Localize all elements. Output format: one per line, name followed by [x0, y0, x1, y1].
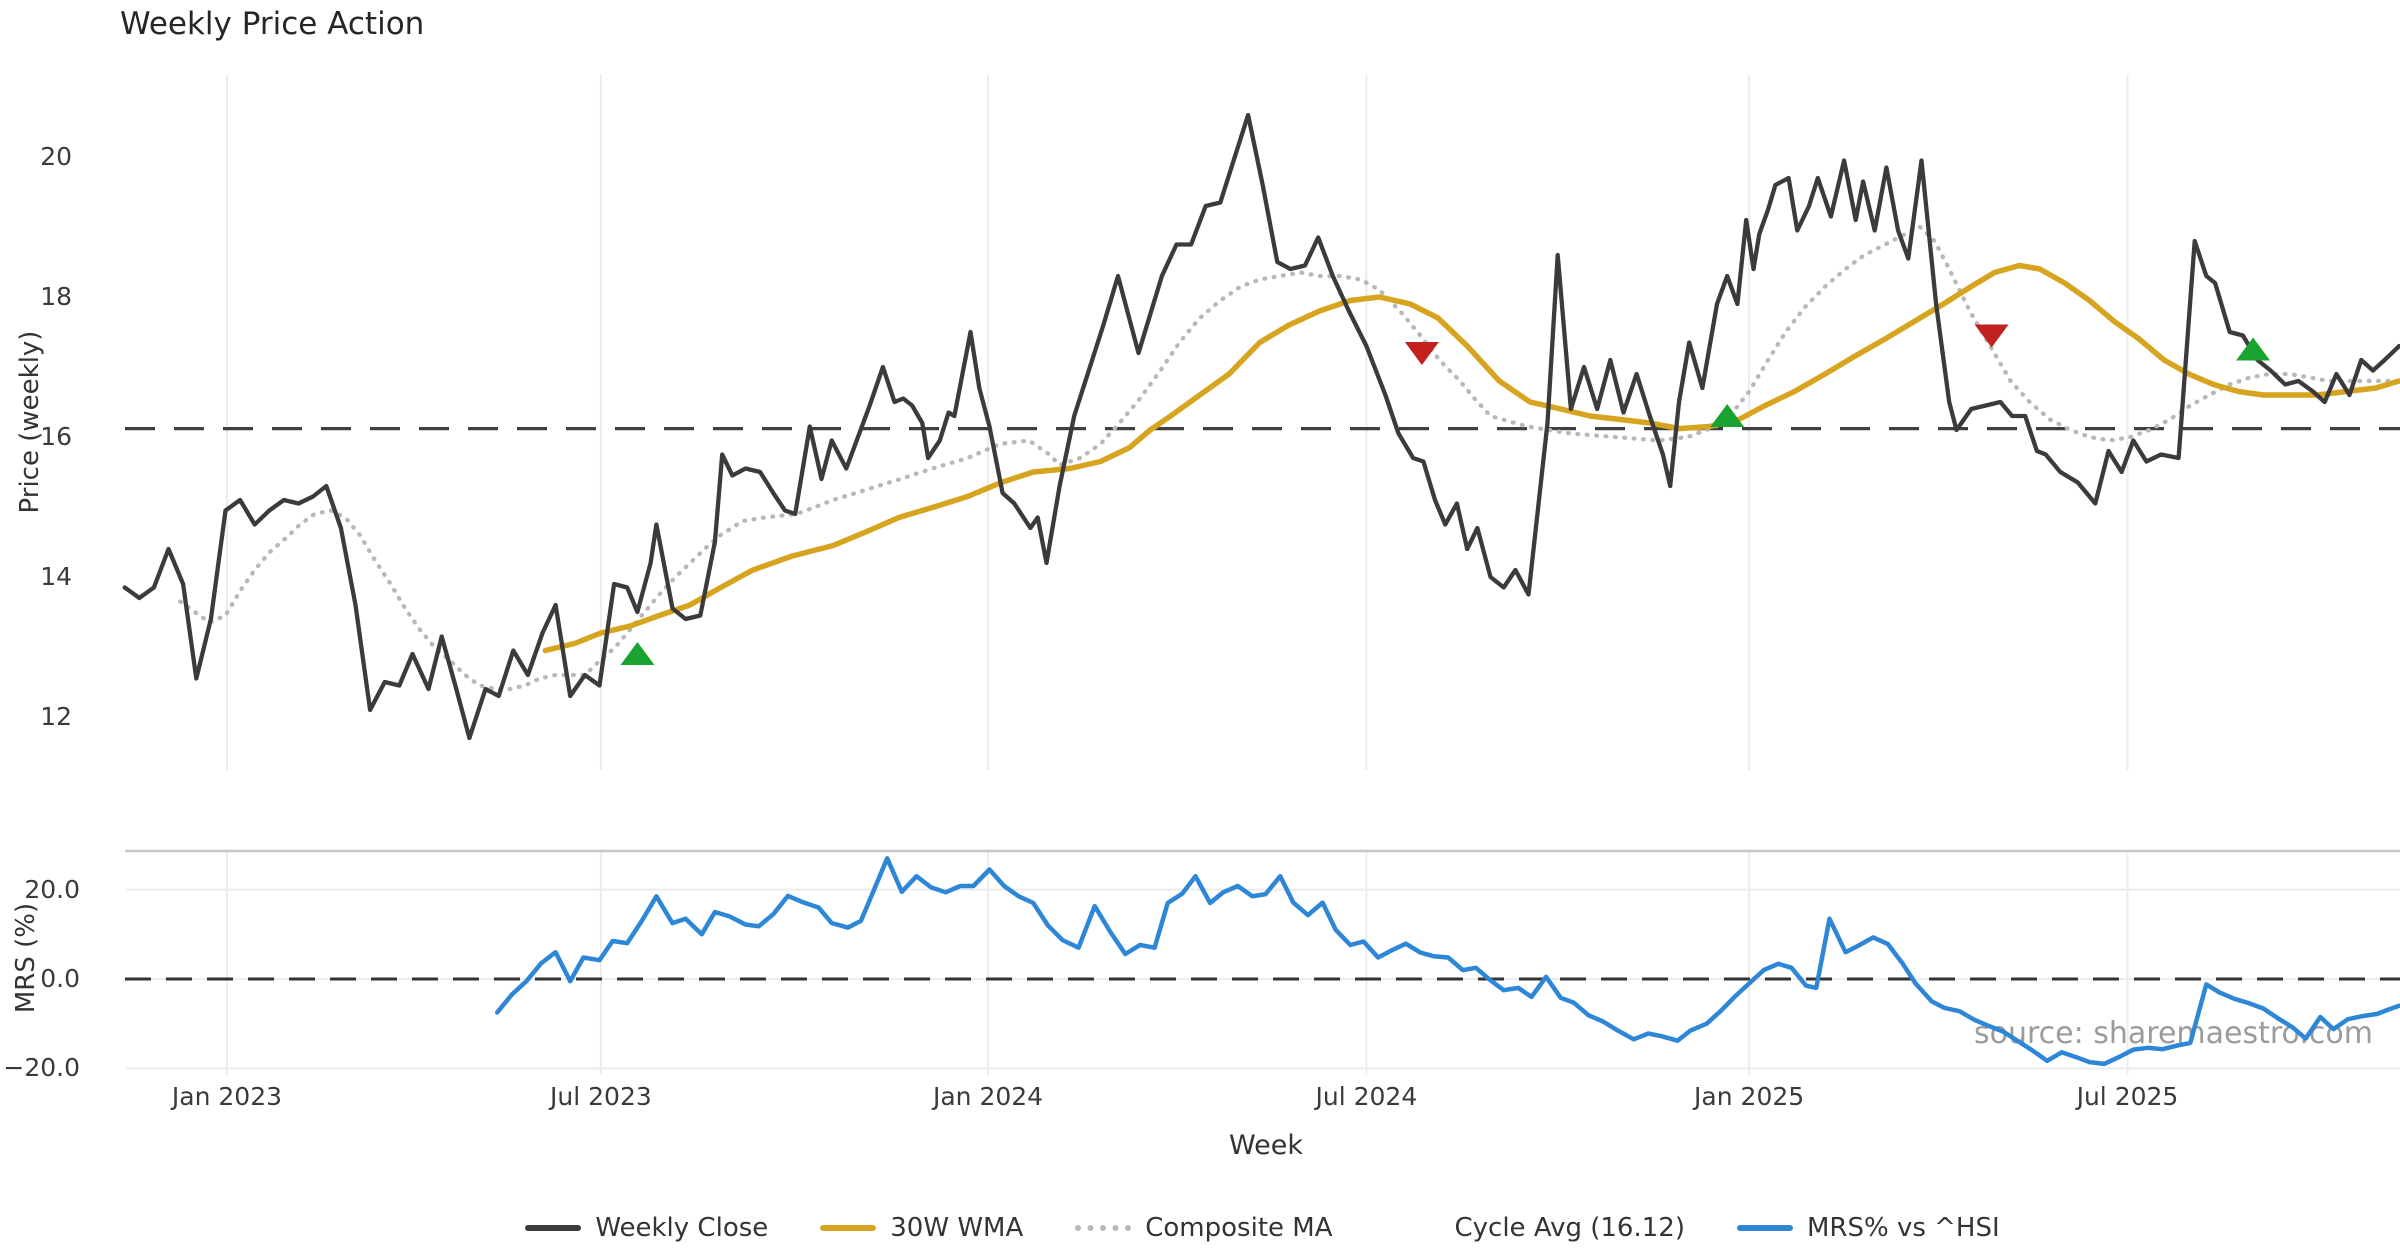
legend: Weekly Close 30W WMA Composite MA Cycle …: [125, 1206, 2400, 1250]
legend-label: Composite MA: [1145, 1213, 1333, 1243]
composite-ma-dotted-swatch-icon: [1075, 1225, 1132, 1231]
price-tick-label: 20: [40, 142, 72, 171]
legend-label: 30W WMA: [890, 1213, 1024, 1243]
price-tick-label: 18: [40, 282, 72, 311]
legend-label: Weekly Close: [595, 1213, 769, 1243]
buy-signal-triangle-icon: [1710, 404, 1745, 427]
mrs-line: [494, 856, 2400, 1067]
legend-label: Cycle Avg (16.12): [1454, 1213, 1685, 1243]
x-tick-label: Jul 2024: [1315, 1082, 1418, 1111]
x-tick-label: Jan 2023: [171, 1082, 283, 1111]
mrs-tick-label: −20.0: [3, 1053, 80, 1083]
mrs-line-swatch-icon: [1736, 1225, 1793, 1231]
mrs-tick-label: 0.0: [40, 964, 80, 993]
wma-line-swatch-icon: [820, 1225, 877, 1231]
legend-item-mrs: MRS% vs ^HSI: [1736, 1213, 2000, 1243]
x-axis-label: Week: [1229, 1130, 1303, 1161]
wma-30w-line: [542, 262, 2400, 654]
x-tick-label: Jul 2023: [550, 1082, 652, 1111]
legend-item-weekly-close: Weekly Close: [525, 1213, 768, 1243]
sell-signal-triangle-icon: [1974, 324, 2009, 348]
sell-signal-triangle-icon: [1404, 342, 1439, 365]
buy-signal-triangle-icon: [2236, 337, 2271, 361]
legend-item-30w-wma: 30W WMA: [820, 1213, 1023, 1243]
x-tick-label: Jul 2025: [2076, 1082, 2179, 1111]
price-tick-label: 16: [40, 422, 72, 451]
legend-label: MRS% vs ^HSI: [1806, 1213, 2000, 1243]
buy-signal-triangle-icon: [620, 642, 655, 665]
x-tick-label: Jan 2024: [932, 1082, 1044, 1111]
cycle-avg-dashed-swatch-icon: [1385, 1226, 1441, 1231]
composite-ma-line: [178, 224, 2400, 692]
weekly-close-line: [122, 112, 2400, 741]
weekly-close-line-swatch-icon: [525, 1225, 582, 1231]
mrs-tick-label: 20.0: [24, 874, 80, 904]
mrs-axis-label: MRS (%): [11, 902, 41, 1014]
x-tick-label: Jan 2025: [1694, 1082, 1805, 1111]
price-tick-label: 12: [40, 702, 72, 731]
price-tick-label: 14: [40, 562, 72, 591]
legend-item-cycle-avg: Cycle Avg (16.12): [1385, 1213, 1685, 1243]
legend-item-composite-ma: Composite MA: [1075, 1213, 1333, 1243]
page-title: Weekly Price Action: [120, 6, 425, 42]
